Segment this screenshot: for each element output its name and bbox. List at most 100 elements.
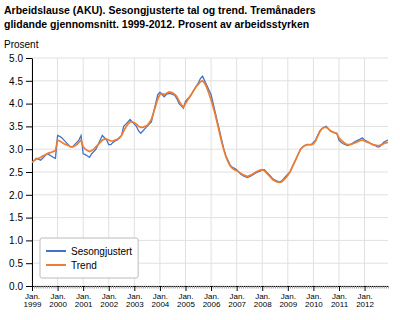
x-tick — [124, 286, 125, 289]
x-minor-tick-mark — [115, 286, 116, 289]
x-tick — [273, 286, 274, 289]
x-tick — [115, 286, 116, 289]
y-tick: 2.5 — [9, 167, 32, 178]
x-tick-label-line: 2010 — [305, 300, 323, 309]
x-tick — [41, 286, 42, 289]
x-minor-tick-mark — [207, 286, 208, 289]
x-minor-tick-mark — [341, 286, 342, 289]
x-tick — [356, 286, 357, 289]
x-tick-mark — [237, 286, 238, 291]
x-tick — [53, 286, 54, 289]
x-tick — [139, 286, 140, 289]
x-tick-mark — [339, 286, 340, 291]
x-minor-tick-mark — [281, 286, 282, 289]
x-tick-label-line: Jan. — [332, 292, 347, 301]
x-tick — [156, 286, 157, 289]
x-tick — [113, 286, 114, 289]
x-tick-mark — [109, 286, 110, 291]
x-tick — [305, 286, 306, 289]
legend-item: Sesongjustert — [46, 246, 132, 257]
x-tick — [141, 286, 142, 289]
x-tick — [294, 286, 295, 289]
x-minor-tick-mark — [107, 286, 108, 289]
x-tick-label-line: Jan. — [51, 292, 66, 301]
y-grid-line — [32, 80, 388, 81]
x-tick — [322, 286, 323, 289]
x-tick-label-line: Jan. — [127, 292, 142, 301]
x-tick — [309, 286, 310, 289]
y-tick: 0.0 — [9, 281, 32, 292]
series-line — [32, 76, 388, 182]
x-minor-tick-mark — [158, 286, 159, 289]
x-minor-tick-mark — [87, 286, 88, 289]
x-tick-label-line: 2001 — [75, 300, 93, 309]
x-minor-tick-mark — [38, 286, 39, 289]
x-grid-line — [185, 58, 186, 286]
x-tick-mark — [313, 286, 314, 291]
x-tick — [55, 286, 56, 289]
x-minor-tick-mark — [360, 286, 361, 289]
x-minor-tick-mark — [294, 286, 295, 289]
x-tick — [354, 286, 355, 289]
y-tick-mark — [26, 286, 32, 287]
x-tick — [373, 286, 374, 289]
y-tick: 4.5 — [9, 76, 32, 87]
x-tick — [290, 286, 291, 289]
x-tick — [375, 286, 376, 289]
x-tick — [358, 286, 359, 289]
x-tick: Jan.2001 — [75, 286, 93, 309]
x-minor-tick-mark — [335, 286, 336, 289]
y-tick-label: 3.0 — [9, 144, 23, 155]
x-tick — [228, 286, 229, 289]
chart: Arbeidslause (AKU). Sesongjusterte tal o… — [0, 0, 400, 320]
x-tick — [284, 286, 285, 289]
x-tick — [188, 286, 189, 289]
x-grid-line — [313, 58, 314, 286]
x-tick — [235, 286, 236, 289]
x-minor-tick-mark — [318, 286, 319, 289]
x-minor-tick-mark — [64, 286, 65, 289]
x-tick-mark — [58, 286, 59, 291]
y-tick-label: 2.0 — [9, 190, 23, 201]
x-tick: Jan.2006 — [203, 286, 221, 309]
x-minor-tick-mark — [53, 286, 54, 289]
x-minor-tick-mark — [337, 286, 338, 289]
x-tick-mark — [83, 286, 84, 291]
x-minor-tick-mark — [154, 286, 155, 289]
x-tick — [226, 286, 227, 289]
x-minor-tick-mark — [292, 286, 293, 289]
x-minor-tick-mark — [354, 286, 355, 289]
x-tick: Jan.2003 — [126, 286, 144, 309]
x-tick — [252, 286, 253, 289]
x-tick — [179, 286, 180, 289]
x-minor-tick-mark — [305, 286, 306, 289]
x-minor-tick-mark — [367, 286, 368, 289]
x-tick-label-line: 2000 — [49, 300, 67, 309]
x-tick — [303, 286, 304, 289]
x-minor-tick-mark — [249, 286, 250, 289]
x-minor-tick-mark — [311, 286, 312, 289]
x-tick — [132, 286, 133, 289]
x-tick — [158, 286, 159, 289]
x-minor-tick-mark — [194, 286, 195, 289]
x-minor-tick-mark — [96, 286, 97, 289]
x-grid-line — [364, 58, 365, 286]
x-tick — [377, 286, 378, 289]
x-tick — [324, 286, 325, 289]
x-minor-tick-mark — [298, 286, 299, 289]
x-tick: Jan.2009 — [279, 286, 297, 309]
legend-label: Trend — [71, 260, 97, 271]
x-tick — [183, 286, 184, 289]
x-minor-tick-mark — [254, 286, 255, 289]
x-minor-tick-mark — [62, 286, 63, 289]
y-tick-mark — [26, 172, 32, 173]
x-minor-tick-mark — [126, 286, 127, 289]
x-minor-tick-mark — [384, 286, 385, 289]
x-minor-tick-mark — [260, 286, 261, 289]
x-minor-tick-mark — [171, 286, 172, 289]
x-tick: Jan.2008 — [254, 286, 272, 309]
x-minor-tick-mark — [139, 286, 140, 289]
x-minor-tick-mark — [230, 286, 231, 289]
x-tick-label-line: 2006 — [203, 300, 221, 309]
x-tick — [66, 286, 67, 289]
